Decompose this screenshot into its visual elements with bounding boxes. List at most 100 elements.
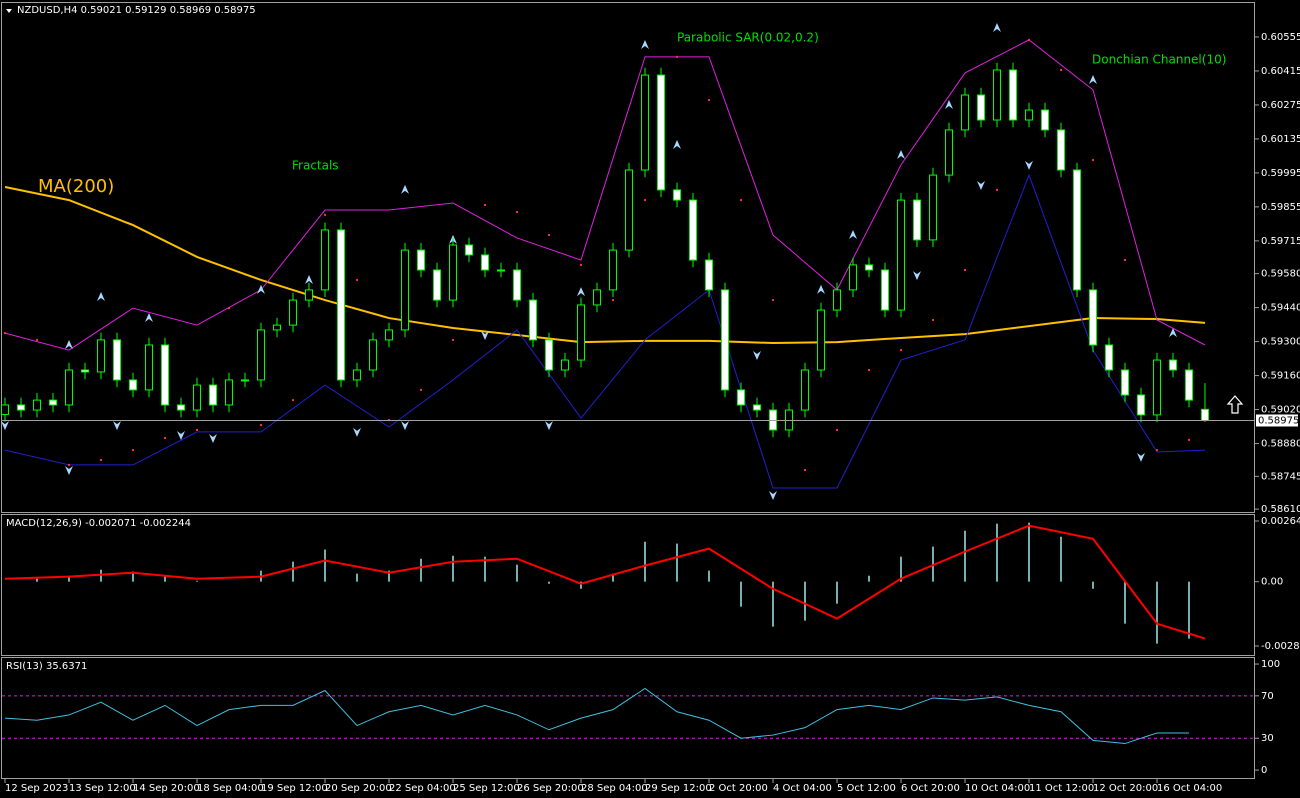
sar-dot (964, 269, 966, 272)
fractal-down (353, 427, 361, 437)
fractal-up (145, 313, 153, 323)
donchian-upper (4, 39, 1206, 351)
candle-body (737, 389, 745, 406)
candle-body (433, 269, 441, 301)
candle-body (1153, 359, 1161, 416)
candle-body (17, 404, 25, 411)
price-panel (1, 2, 1255, 513)
sar-dot (324, 213, 326, 216)
sar-dot (804, 469, 806, 472)
sar-dot (1028, 38, 1030, 41)
donchian-lower (4, 173, 1206, 489)
donchian-label: Donchian Channel(10) (1092, 53, 1226, 67)
candle-body (1073, 169, 1081, 291)
candle-body (1009, 69, 1017, 121)
price-title: NZDUSD,H4 0.59021 0.59129 0.58969 0.5897… (17, 5, 256, 16)
candle-body (129, 379, 137, 391)
y-tick-label: 0.59020 (1261, 405, 1300, 416)
sar-dot (260, 424, 262, 427)
current-price-label: 0.58975 (1258, 415, 1299, 426)
fractal-up (641, 39, 649, 49)
candle-body (193, 384, 201, 411)
candle-body (1185, 369, 1193, 401)
fractal-up (305, 274, 313, 284)
candle-body (401, 249, 409, 331)
candle-body (113, 339, 121, 381)
x-tick-label: 20 Sep 20:00 (325, 783, 392, 794)
candle-body (881, 269, 889, 311)
candle-body (241, 379, 249, 382)
fractal-down (113, 421, 121, 431)
y-tick-label: 0.59300 (1261, 337, 1300, 348)
y-tick-label: 0.60415 (1261, 66, 1300, 77)
sar-dot (36, 338, 38, 341)
candle-body (545, 339, 553, 371)
fractal-up (993, 23, 1001, 33)
candle-body (305, 289, 313, 301)
x-tick-label: 11 Oct 12:00 (1029, 783, 1094, 794)
y-tick-label: 30 (1261, 733, 1274, 744)
candle-body (929, 174, 937, 241)
sar-dot (868, 369, 870, 372)
candle-body (417, 249, 425, 271)
x-tick-label: 25 Sep 12:00 (453, 783, 520, 794)
candle-body (641, 74, 649, 171)
y-tick-label: 0.59580 (1261, 269, 1300, 280)
candle-body (513, 269, 521, 301)
buy-arrow-icon (1226, 395, 1244, 414)
sar-dot (196, 428, 198, 431)
sar-dot (996, 188, 998, 191)
candle-body (33, 399, 41, 411)
y-tick-label: 0.59160 (1261, 371, 1300, 382)
candle-body (1089, 289, 1097, 346)
x-tick-label: 28 Sep 04:00 (581, 783, 648, 794)
sar-dot (772, 299, 774, 302)
candle-body (161, 344, 169, 406)
candle-body (1137, 394, 1145, 416)
x-tick-label: 13 Sep 12:00 (69, 783, 136, 794)
candle-body (81, 369, 89, 373)
candle-body (1169, 359, 1177, 371)
x-tick-label: 10 Oct 04:00 (965, 783, 1030, 794)
y-tick-label: 0 (1261, 765, 1267, 776)
candle-body (945, 129, 953, 176)
x-tick-label: 6 Oct 20:00 (901, 783, 960, 794)
sar-dot (900, 349, 902, 352)
x-tick-label: 29 Sep 12:00 (645, 783, 712, 794)
x-tick-label: 18 Sep 04:00 (197, 783, 264, 794)
candle-body (465, 244, 473, 256)
ma-line (4, 186, 1206, 345)
candle-body (801, 369, 809, 411)
fractal-down (481, 331, 489, 341)
candle-body (977, 94, 985, 121)
fractal-up (257, 284, 265, 294)
candle-body (337, 229, 345, 381)
sar-dot (1124, 259, 1126, 262)
fractal-down (769, 491, 777, 501)
candle-body (705, 259, 713, 291)
candle-body (593, 289, 601, 306)
x-tick-label: 12 Sep 2023 (5, 783, 68, 794)
candle-body (385, 329, 393, 341)
candle-body (897, 199, 905, 311)
sar-dot (676, 55, 678, 58)
y-tick-label: 0.60275 (1261, 100, 1300, 111)
sar-dot (100, 459, 102, 462)
fractal-up (577, 287, 585, 297)
plot-layer: 0.60555 0.60415 0.60275 0.60135 0.59995 0.598… (1, 23, 1300, 794)
candle-body (497, 269, 505, 272)
candle-body (913, 199, 921, 241)
fractal-down (753, 350, 761, 360)
macd-panel (1, 514, 1255, 656)
candle-body (609, 249, 617, 291)
y-tick-label: -0.002804 (1261, 641, 1300, 652)
candle-body (321, 229, 329, 291)
x-tick-label: 19 Sep 12:00 (261, 783, 328, 794)
sar-dot (836, 428, 838, 431)
candle-body (369, 339, 377, 371)
y-tick-label: 0.002644 (1261, 516, 1300, 527)
sar-dot (740, 199, 742, 202)
fractal-down (1137, 452, 1145, 462)
y-tick-label: 100 (1261, 659, 1280, 670)
